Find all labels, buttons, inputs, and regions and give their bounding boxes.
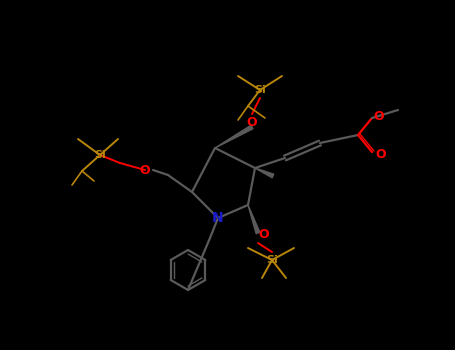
Text: Si: Si [94, 150, 106, 160]
Text: Si: Si [254, 85, 266, 95]
Polygon shape [215, 125, 253, 148]
Text: O: O [376, 147, 386, 161]
Polygon shape [248, 205, 260, 234]
Text: O: O [374, 110, 384, 122]
Polygon shape [255, 168, 274, 178]
Text: Si: Si [266, 255, 278, 265]
Text: O: O [140, 163, 150, 176]
Text: N: N [212, 211, 224, 225]
Text: O: O [247, 116, 258, 128]
Text: O: O [259, 228, 269, 240]
